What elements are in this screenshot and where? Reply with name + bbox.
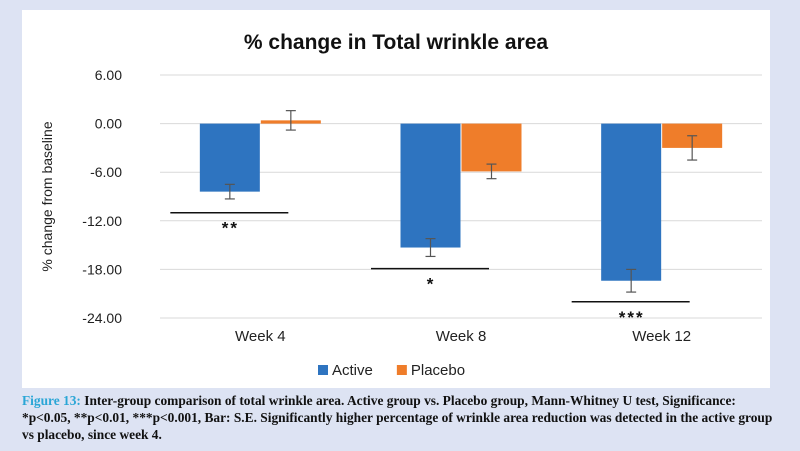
y-axis-label: % change from baseline: [39, 121, 55, 271]
y-tick-label: -12.00: [82, 213, 122, 229]
y-tick-label: -6.00: [90, 164, 122, 180]
significance-label: **: [222, 219, 239, 238]
x-tick-label: Week 8: [436, 328, 487, 345]
legend-label-active: Active: [332, 362, 373, 379]
y-tick-label: 6.00: [95, 67, 122, 83]
bar-active-week-4: [199, 123, 260, 192]
bar-active-week-8: [400, 123, 461, 248]
y-tick-label: -24.00: [82, 310, 122, 326]
x-tick-label: Week 4: [235, 328, 286, 345]
chart-title: % change in Total wrinkle area: [244, 31, 549, 54]
chart-svg: % change in Total wrinkle area 6.00 0.00 -6…: [39, 31, 762, 379]
y-tick-label: 0.00: [95, 116, 122, 132]
y-tick-label: -18.00: [82, 261, 122, 277]
caption-text: Inter-group comparison of total wrinkle …: [22, 393, 773, 442]
x-tick-label: Week 12: [632, 328, 691, 345]
legend-swatch-active: [318, 365, 328, 375]
legend-label-placebo: Placebo: [411, 362, 465, 379]
bar-active-week-12: [601, 123, 662, 281]
chart-panel: % change in Total wrinkle area 6.00 0.00 -6…: [22, 10, 770, 388]
significance-label: ***: [619, 308, 645, 327]
figure-caption: Figure 13: Inter-group comparison of tot…: [22, 392, 778, 443]
legend-swatch-placebo: [396, 365, 407, 375]
bar-placebo-week-8: [461, 123, 522, 172]
caption-label: Figure 13:: [22, 393, 81, 408]
significance-label: *: [427, 275, 436, 294]
